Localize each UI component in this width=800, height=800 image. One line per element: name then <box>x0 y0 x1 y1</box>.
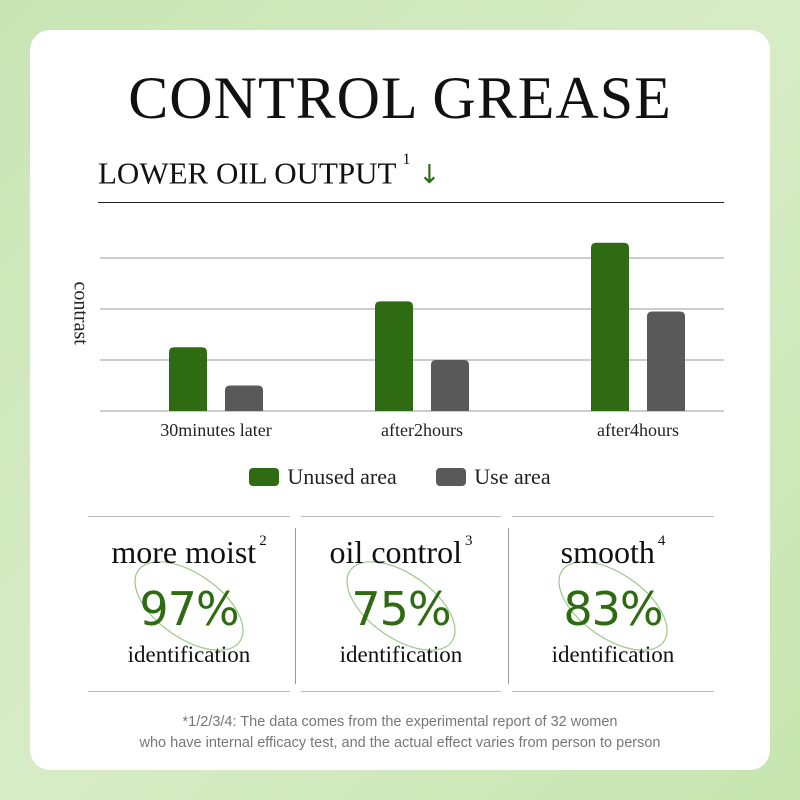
stat-caption: identification <box>127 642 251 667</box>
stat-value: 97% <box>139 582 239 636</box>
stat-top-rule <box>512 516 714 517</box>
chart-subtitle: LOWER OIL OUTPUT 1 ↓ <box>98 148 440 195</box>
bar-unused-area <box>591 242 629 411</box>
stat-top-rule <box>301 516 501 517</box>
x-tick-label: after2hours <box>381 420 463 440</box>
footnote-line-1: *1/2/3/4: The data comes from the experi… <box>182 714 618 730</box>
stat-label: more moist <box>111 534 257 570</box>
stat-moist: more moist 2 97% identification <box>88 516 290 692</box>
page-title: CONTROL GREASE <box>128 65 672 131</box>
bar-use-area <box>431 360 469 411</box>
stat-top-rule <box>88 516 290 517</box>
stat-caption: identification <box>551 642 675 667</box>
subtitle-divider <box>98 202 724 203</box>
legend-item-use: Use area <box>436 464 551 490</box>
stat-bottom-rule <box>512 691 714 692</box>
stat-caption: identification <box>339 642 463 667</box>
stat-divider <box>295 528 296 684</box>
stat-bottom-rule <box>301 691 501 692</box>
stat-smooth: smooth 4 83% identification <box>512 516 714 692</box>
bar-unused-area <box>169 347 207 411</box>
stat-value: 83% <box>563 582 663 636</box>
x-tick-label: after4hours <box>597 420 679 440</box>
legend-label-unused: Unused area <box>287 464 397 489</box>
stat-label: smooth <box>560 534 655 570</box>
x-tick-label: 30minutes later <box>160 420 271 440</box>
stat-footnote-mark: 4 <box>657 533 666 550</box>
footnote-line-2: who have internal efficacy test, and the… <box>139 735 661 751</box>
footnote: *1/2/3/4: The data comes from the experi… <box>0 712 800 754</box>
legend-label-use: Use area <box>474 464 551 489</box>
stat-footnote-mark: 2 <box>259 533 267 550</box>
stat-bottom-rule <box>88 691 290 692</box>
stat-value: 75% <box>351 582 451 636</box>
subtitle-text: LOWER OIL OUTPUT <box>98 155 397 191</box>
subtitle-footnote-mark: 1 <box>402 151 411 168</box>
stat-label: oil control <box>329 534 462 570</box>
bar-use-area <box>225 385 263 411</box>
bar-use-area <box>647 311 685 411</box>
stat-divider <box>508 528 509 684</box>
legend-item-unused: Unused area <box>249 464 397 490</box>
stats-panel: more moist 2 97% identification oil contr… <box>88 516 714 692</box>
legend-swatch-use <box>436 468 467 486</box>
stat-oil-control: oil control 3 75% identification <box>301 516 501 692</box>
chart-legend: Unused area Use area <box>0 464 800 492</box>
bar-chart: 30minutes later after2hours after4hours <box>100 242 724 440</box>
down-arrow-icon: ↓ <box>418 160 441 191</box>
legend-swatch-unused <box>249 468 280 486</box>
stat-footnote-mark: 3 <box>464 533 473 550</box>
bar-unused-area <box>375 301 413 411</box>
